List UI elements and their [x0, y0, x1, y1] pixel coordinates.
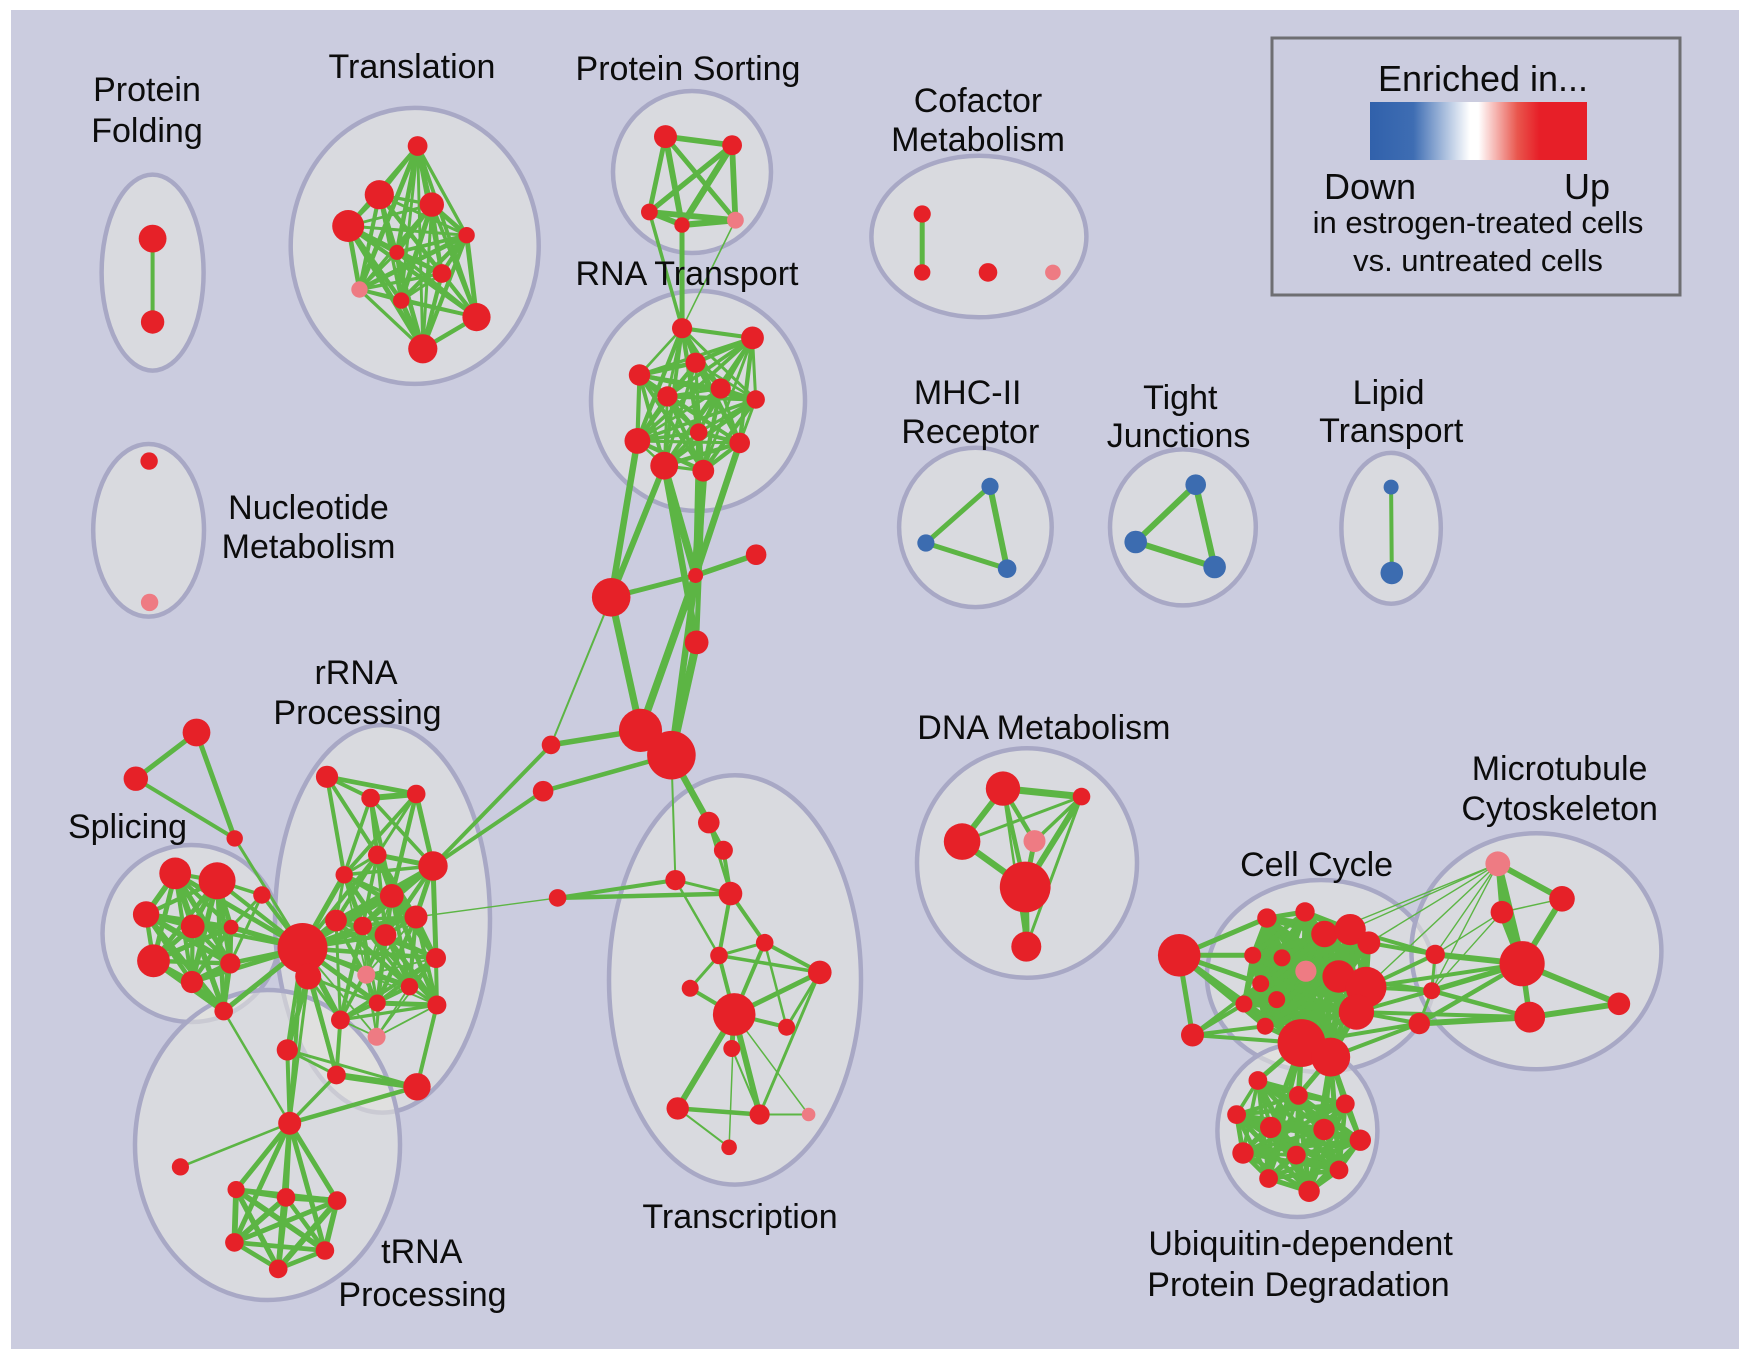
svg-text:Up: Up [1564, 166, 1610, 207]
svg-text:Translation: Translation [329, 48, 496, 86]
svg-text:Processing: Processing [273, 694, 441, 732]
svg-text:Processing: Processing [338, 1276, 506, 1314]
svg-text:MHC-II: MHC-II [914, 374, 1022, 412]
svg-text:Cofactor: Cofactor [914, 82, 1043, 120]
svg-text:Cell Cycle: Cell Cycle [1240, 846, 1393, 884]
svg-text:Receptor: Receptor [901, 413, 1039, 451]
svg-text:Enriched in...: Enriched in... [1378, 58, 1588, 99]
svg-text:Lipid: Lipid [1353, 374, 1425, 412]
svg-text:Protein Sorting: Protein Sorting [576, 50, 801, 88]
svg-text:rRNA: rRNA [314, 654, 397, 692]
svg-text:Ubiquitin-dependent: Ubiquitin-dependent [1148, 1225, 1453, 1263]
svg-text:Protein Degradation: Protein Degradation [1147, 1266, 1449, 1304]
svg-text:Nucleotide: Nucleotide [228, 489, 389, 527]
svg-text:Microtubule: Microtubule [1472, 750, 1648, 788]
svg-text:in estrogen-treated cells: in estrogen-treated cells [1313, 205, 1644, 240]
svg-text:Junctions: Junctions [1107, 417, 1251, 455]
svg-text:Transport: Transport [1319, 412, 1464, 450]
svg-text:Metabolism: Metabolism [222, 528, 396, 566]
svg-text:DNA Metabolism: DNA Metabolism [917, 709, 1170, 747]
svg-text:Folding: Folding [91, 112, 203, 150]
svg-text:vs. untreated cells: vs. untreated cells [1353, 243, 1603, 278]
svg-text:Protein: Protein [93, 71, 201, 109]
svg-text:Cytoskeleton: Cytoskeleton [1461, 790, 1658, 828]
svg-text:Splicing: Splicing [68, 808, 187, 846]
svg-text:Tight: Tight [1143, 379, 1218, 417]
svg-text:RNA Transport: RNA Transport [576, 255, 800, 293]
svg-text:Metabolism: Metabolism [891, 121, 1065, 159]
svg-text:tRNA: tRNA [381, 1233, 463, 1271]
svg-text:Down: Down [1324, 166, 1416, 207]
svg-text:Transcription: Transcription [642, 1198, 837, 1236]
